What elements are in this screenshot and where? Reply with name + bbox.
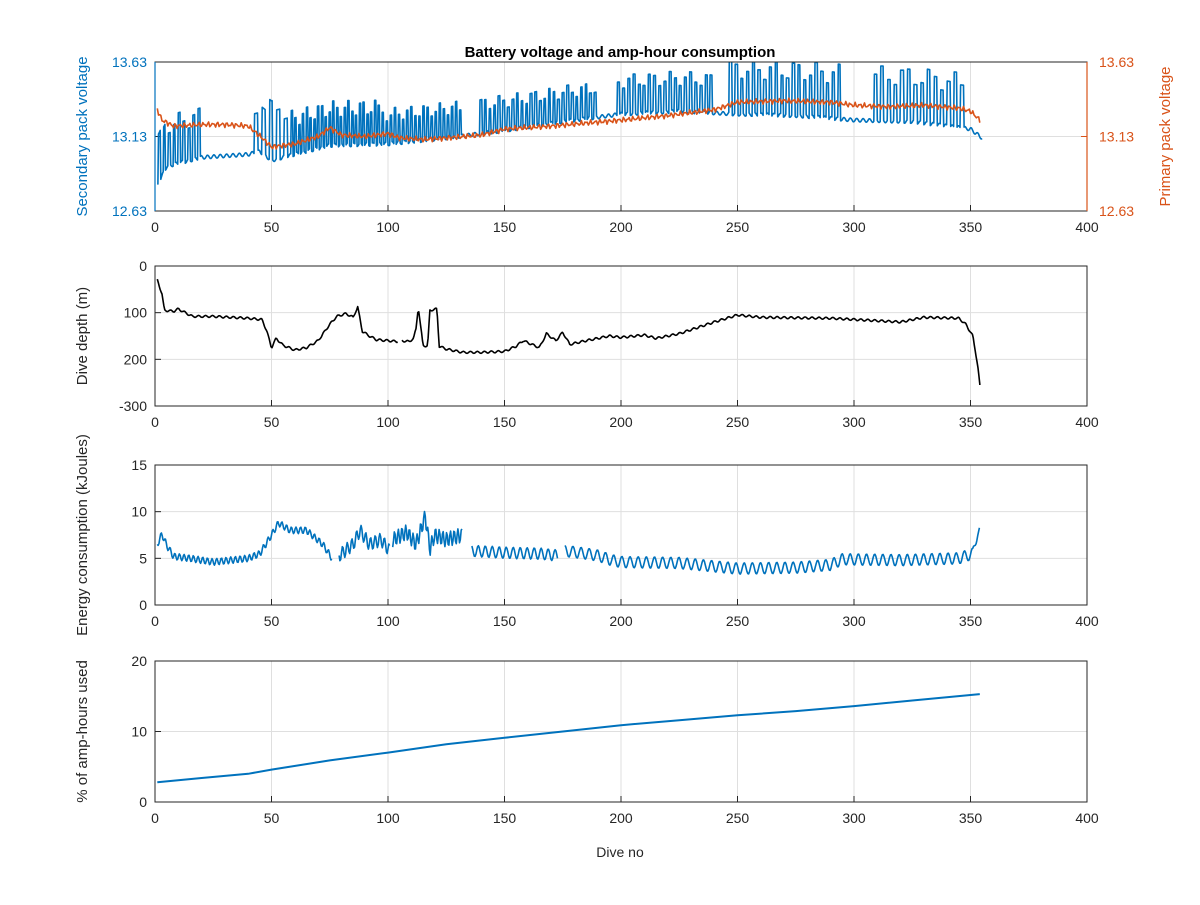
figure-title: Battery voltage and amp-hour consumption [465,44,776,61]
axes-box [154,464,1088,606]
x-tick-label: 400 [1075,810,1099,826]
x-tick-label: 100 [376,219,400,235]
x-tick-label: 350 [959,219,983,235]
x-tick-label: 150 [493,613,517,629]
x-tick-label: 400 [1075,613,1099,629]
series-group [156,278,981,385]
primary-voltage-line [156,97,981,150]
series-group [156,510,981,575]
y-tick-label: 10 [131,724,147,740]
x-tick-label: 50 [264,810,280,826]
x-tick-label: 0 [151,414,159,430]
x-tick-label: 250 [726,219,750,235]
x-axis-label: Dive no [596,844,644,860]
energy-line-segment [156,521,333,566]
x-tick-label: 0 [151,219,159,235]
x-tick-label: 150 [493,414,517,430]
x-tick-label: 350 [959,810,983,826]
axes-box [154,660,1088,803]
x-tick-label: 150 [493,219,517,235]
x-tick-label: 300 [842,613,866,629]
y-tick-label: 12.63 [112,203,147,219]
x-tick-label: 400 [1075,414,1099,430]
x-tick-label: 300 [842,810,866,826]
x-tick-label: 300 [842,414,866,430]
x-tick-label: 200 [609,219,633,235]
y-tick-label: 10 [131,504,147,520]
panel-depth: 0 50 100 150 200 250 300 350 400 -300 200 100 0 Dive … [74,258,1099,430]
x-tick-label: 100 [376,810,400,826]
series-group [156,62,983,186]
depth-line-segment [401,307,981,385]
energy-line-segment [391,510,463,556]
x-tick-label: 200 [609,613,633,629]
y-right-tick-label: 12.63 [1099,203,1134,219]
y-tick-label: 13.63 [112,54,147,70]
y-axis-label: % of amp-hours used [74,660,91,803]
energy-line-segment [564,527,981,575]
energy-line-segment [338,524,391,562]
y-axis-label: Energy consumption (kJoules) [74,434,91,636]
y-tick-label: 200 [124,351,148,367]
series-group [157,693,980,784]
panel-amphours: 0 50 100 150 200 250 300 350 400 0 10 20 % of amp-ho… [74,653,1099,826]
x-tick-label: 0 [151,613,159,629]
y-right-tick-label: 13.13 [1099,129,1134,145]
x-tick-label: 250 [726,414,750,430]
y-tick-label: -300 [119,398,147,414]
y-tick-label: 100 [124,305,148,321]
x-tick-label: 300 [842,219,866,235]
x-tick-label: 200 [609,810,633,826]
x-tick-label: 50 [264,414,280,430]
energy-line-segment [471,544,559,562]
x-tick-label: 50 [264,613,280,629]
x-tick-label: 250 [726,613,750,629]
x-tick-label: 250 [726,810,750,826]
y-axis-label: Secondary pack voltage [74,56,91,216]
panel-energy: 0 50 100 150 200 250 300 350 400 0 5 10 15 Energy con… [74,434,1099,636]
x-tick-label: 50 [264,219,280,235]
y-tick-label: 5 [139,550,147,566]
y-tick-label: 15 [131,457,147,473]
y-right-tick-label: 13.63 [1099,54,1134,70]
y-tick-label: 20 [131,653,147,669]
x-tick-label: 0 [151,810,159,826]
x-tick-label: 350 [959,613,983,629]
secondary-voltage-line [156,62,983,186]
y-axis-label-right: Primary pack voltage [1157,66,1174,206]
y-tick-label: 0 [139,597,147,613]
panel-voltage: 0 50 100 150 200 250 300 350 40012.6313.1313.631… [74,54,1174,235]
y-axis-label: Dive depth (m) [74,287,91,385]
x-tick-label: 150 [493,810,517,826]
x-tick-label: 350 [959,414,983,430]
y-tick-label: 0 [139,794,147,810]
axes-box [154,265,1088,407]
x-tick-label: 400 [1075,219,1099,235]
x-tick-label: 100 [376,414,400,430]
y-tick-label: 13.13 [112,129,147,145]
chart-panels: 0 50 100 150 200 250 300 350 40012.6313.1313.631… [74,54,1174,826]
x-tick-label: 100 [376,613,400,629]
y-tick-label: 0 [139,258,147,274]
x-tick-label: 200 [609,414,633,430]
depth-line-segment [156,278,399,352]
amphours-line [157,693,980,784]
